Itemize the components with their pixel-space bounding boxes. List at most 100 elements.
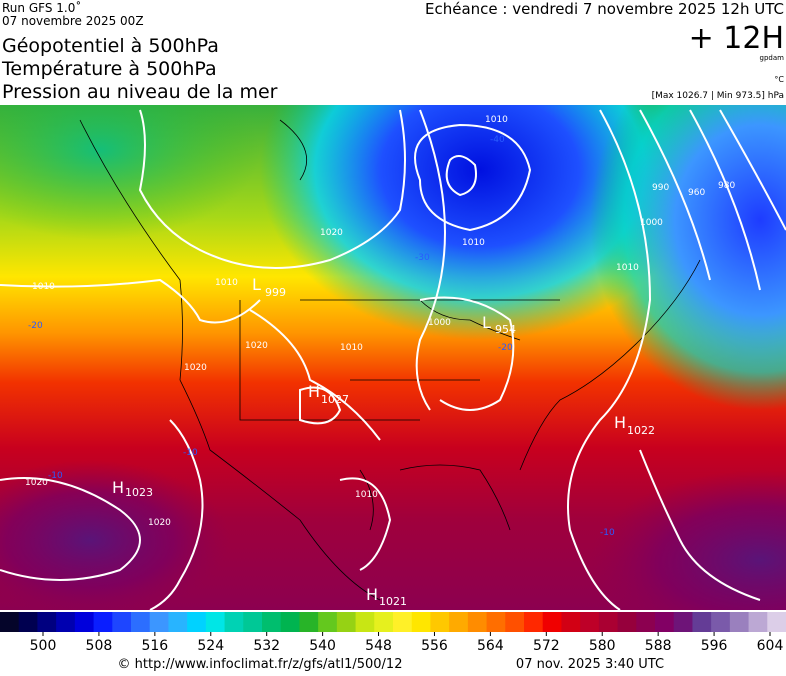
pressure-center-symbol: H [308, 382, 320, 401]
colorbar-tick-label: 524 [197, 638, 224, 654]
contour-label: 1010 [215, 278, 238, 288]
colorbar-swatch [673, 612, 693, 632]
contour-label: 1000 [428, 318, 451, 328]
timestamp: 07 nov. 2025 3:40 UTC [516, 657, 664, 672]
contour-label: -10 [183, 448, 198, 458]
title: Température à 500hPa [1, 58, 217, 80]
contour-label: -30 [415, 253, 430, 263]
pressure-center-value: 1022 [627, 424, 655, 437]
contour-label: 990 [652, 183, 669, 193]
colorbar-swatch [374, 612, 394, 632]
colorbar-swatch [692, 612, 712, 632]
colorbar-tick-label: 516 [141, 638, 168, 654]
contour-label: -20 [28, 321, 43, 331]
colorbar-swatch [112, 612, 132, 632]
contour-label: 1010 [32, 282, 55, 292]
contour-label: -10 [600, 528, 615, 538]
pressure-center-symbol: H [366, 585, 378, 604]
colorbar-swatch [636, 612, 656, 632]
colorbar-swatch [505, 612, 525, 632]
colorbar-swatch [187, 612, 207, 632]
pressure-center-symbol: L [482, 313, 491, 332]
contour-label: 1010 [340, 343, 363, 353]
colorbar-swatch [748, 612, 768, 632]
colorbar-swatch [486, 612, 506, 632]
pressure-center-value: 999 [265, 286, 286, 299]
lead-time: + 12H [689, 21, 784, 56]
colorbar-tick-label: 588 [645, 638, 672, 654]
colorbar-swatch [767, 612, 786, 632]
colorbar-swatch [318, 612, 338, 632]
colorbar: 500 508 516 524 532 540 548 556 564 572 580 588 596 6… [0, 612, 786, 654]
colorbar-tick-label: 540 [309, 638, 336, 654]
contour-label: 1020 [320, 228, 343, 238]
colorbar-swatch [729, 612, 750, 632]
colorbar-tick-label: 580 [589, 638, 616, 654]
colorbar-swatch [18, 612, 38, 632]
colorbar-swatch [580, 612, 600, 632]
run-label: Run GFS 1.0˚ [2, 0, 81, 15]
colorbar-tick-label: 596 [701, 638, 728, 654]
contour-label: 1020 [245, 341, 268, 351]
colorbar-swatch [411, 612, 431, 632]
temp-unit: °C [774, 75, 784, 84]
pressure-center-value: 1023 [125, 486, 153, 499]
colorbar-swatch [542, 612, 562, 632]
contour-label: 1020 [25, 478, 48, 488]
colorbar-tick-label: 508 [86, 638, 113, 654]
colorbar-swatch [524, 612, 544, 632]
title: Pression au niveau de la mer [2, 81, 278, 103]
pressure-center-value: 1027 [321, 393, 349, 406]
colorbar-swatch [355, 612, 375, 632]
pressure-center-value: 1021 [379, 595, 407, 608]
map: H 1023 H 1027 H 1022 H 1021 L 999 L 954 … [0, 105, 786, 610]
colorbar-swatch [617, 612, 637, 632]
contour-label: -20 [498, 343, 513, 353]
colorbar-swatch [56, 612, 76, 632]
contour-label: -40 [490, 135, 505, 145]
colorbar-tick-label: 564 [477, 638, 504, 654]
colorbar-swatch [711, 612, 731, 632]
run-date: 07 novembre 2025 00Z [2, 14, 144, 28]
colorbar-tick-label: 500 [30, 638, 57, 654]
colorbar-swatch [37, 612, 57, 632]
contour-labels: 1010 -40 1020 -30 1010 1010 1010 -20 1020 1010 100… [25, 115, 735, 538]
colorbar-swatch [280, 612, 300, 632]
contour-label: 1010 [355, 490, 378, 500]
unit: gpdam [760, 54, 785, 62]
colorbar-swatch [224, 612, 244, 632]
contour-label: 1010 [462, 238, 485, 248]
source-url: © http://www.infoclimat.fr/z/gfs/atl1/50… [118, 657, 403, 672]
contour-label: -10 [48, 471, 63, 481]
colorbar-swatch [262, 612, 282, 632]
colorbar-swatch [430, 612, 450, 632]
colorbar-swatch [243, 612, 263, 632]
colorbar-swatch [131, 612, 151, 632]
contour-label: 1010 [616, 263, 639, 273]
echeance: Echéance : vendredi 7 novembre 2025 12h … [425, 0, 784, 18]
title: Géopotentiel à 500hPa [2, 35, 219, 57]
colorbar-swatch [336, 612, 357, 632]
pressure-center-value: 954 [495, 323, 516, 336]
pressure-center-symbol: H [614, 413, 626, 432]
contour-label: 1000 [640, 218, 663, 228]
pressure-center-symbol: L [252, 275, 261, 294]
contour-label: 1020 [148, 518, 171, 528]
colorbar-swatch [0, 612, 20, 632]
colorbar-tick-label: 572 [533, 638, 560, 654]
colorbar-swatch [561, 612, 581, 632]
colorbar-tick-label: 548 [365, 638, 392, 654]
contour-label: 1010 [485, 115, 508, 125]
contour-label: 980 [718, 181, 735, 191]
colorbar-swatch [168, 612, 188, 632]
max-min: [Max 1026.7 | Min 973.5] hPa [652, 91, 784, 101]
colorbar-swatch [598, 612, 619, 632]
colorbar-tick-label: 604 [757, 638, 784, 654]
colorbar-swatch [467, 612, 488, 632]
colorbar-swatch [393, 612, 413, 632]
colorbar-swatch [299, 612, 319, 632]
contour-label: 1020 [184, 363, 207, 373]
contour-label: 960 [688, 188, 705, 198]
colorbar-swatch [655, 612, 675, 632]
